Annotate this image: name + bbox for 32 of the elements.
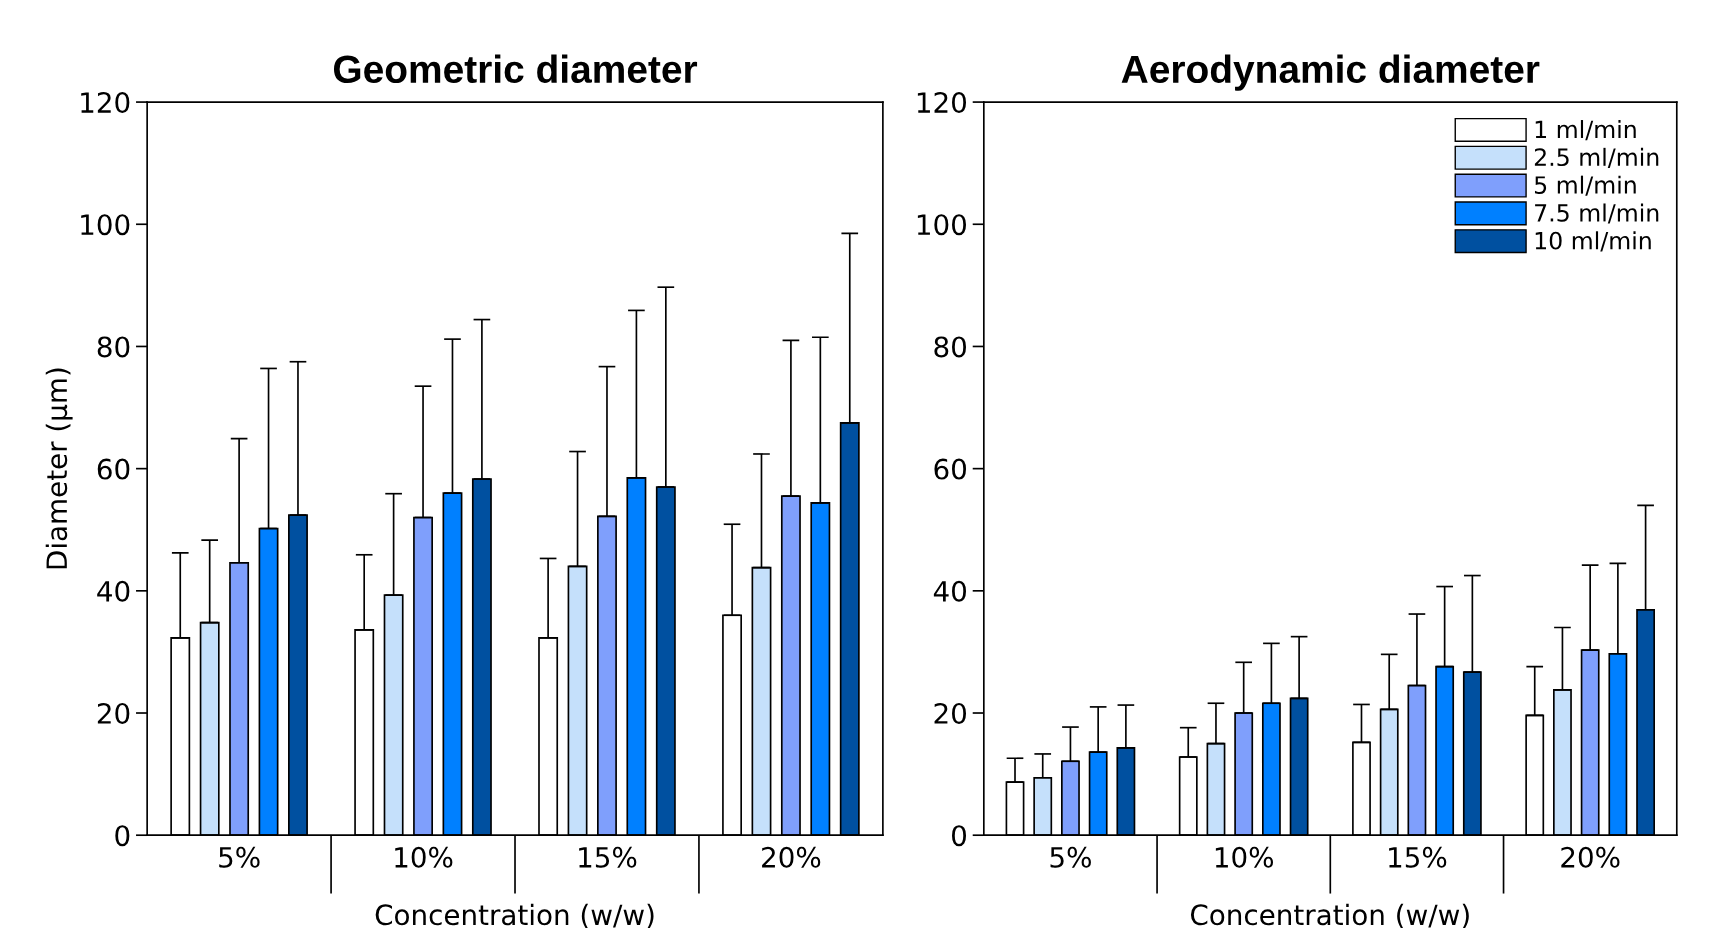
y-tick-label: 120 <box>917 92 967 114</box>
x-tick-label: 10% <box>395 846 453 868</box>
legend-label: 1 ml/min <box>1535 120 1636 141</box>
y-axis-title: Diameter (μm) <box>45 368 73 569</box>
x-tick-label: 15% <box>1389 846 1447 868</box>
y-tick-label: 60 <box>934 458 967 480</box>
x-tick-label: 20% <box>762 846 821 868</box>
legend-label: 7.5 ml/min <box>1535 203 1659 224</box>
y-tick-label: 100 <box>917 214 967 236</box>
x-tick-label: 5% <box>219 846 260 868</box>
x-tick-label: 20% <box>1561 846 1620 868</box>
y-tick-label: 20 <box>934 702 967 724</box>
y-tick-label: 40 <box>97 580 130 602</box>
y-tick-label: 60 <box>97 458 130 480</box>
y-tick-label: 20 <box>97 702 130 724</box>
y-tick-label: 120 <box>81 92 130 114</box>
x-tick-label: 10% <box>1215 846 1274 868</box>
chart-title: Geometric diameter <box>333 54 698 84</box>
y-tick-label: 80 <box>934 336 967 358</box>
legend-label: 10 ml/min <box>1535 231 1651 252</box>
x-tick-label: 5% <box>1050 846 1091 868</box>
y-tick-label: 80 <box>97 336 130 358</box>
legend-label: 5 ml/min <box>1534 175 1636 196</box>
x-axis-title: Concentration (w/w) <box>375 903 654 928</box>
y-tick-label: 40 <box>933 580 967 602</box>
y-tick-label: 0 <box>115 825 130 847</box>
x-axis-title: Concentration (w/w) <box>1190 903 1469 928</box>
y-tick-label: 100 <box>81 214 130 236</box>
chart-title: Aerodynamic diameter <box>1121 54 1540 91</box>
x-tick-label: 15% <box>579 846 637 868</box>
legend-label: 2.5 ml/min <box>1534 147 1659 168</box>
y-tick-label: 0 <box>952 825 967 847</box>
